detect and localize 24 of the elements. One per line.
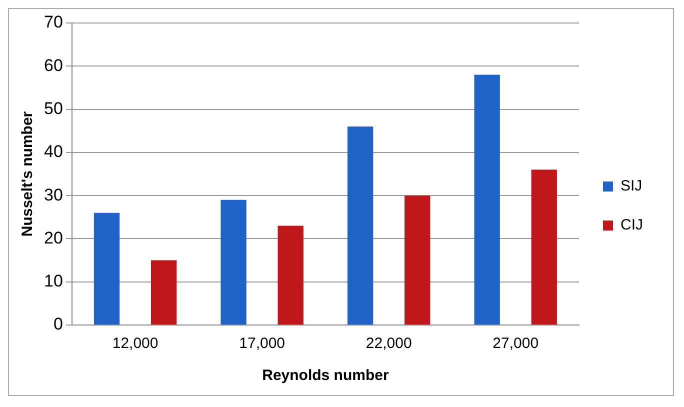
y-tick-label: 10 bbox=[44, 272, 63, 291]
bar bbox=[220, 200, 246, 324]
bar bbox=[531, 170, 557, 324]
x-tick-label: 17,000 bbox=[239, 335, 286, 352]
y-tick-label: 60 bbox=[44, 56, 63, 75]
bar bbox=[278, 226, 304, 324]
legend-label: SIJ bbox=[620, 178, 642, 195]
bar bbox=[94, 212, 120, 324]
y-tick-label: 50 bbox=[44, 98, 63, 118]
y-tick-label: 30 bbox=[44, 185, 63, 204]
legend-label: CIJ bbox=[620, 216, 643, 234]
y-tick-label: 40 bbox=[44, 142, 63, 162]
bar bbox=[474, 74, 500, 324]
y-tick-label: 20 bbox=[44, 228, 63, 248]
x-axis-title: Reynolds number bbox=[262, 367, 389, 384]
x-tick-label: 12,000 bbox=[112, 335, 158, 352]
bar bbox=[150, 260, 177, 324]
y-tick-label: 0 bbox=[53, 314, 63, 334]
x-tick-label: 27,000 bbox=[492, 335, 539, 352]
y-axis-title: Nusselt's number bbox=[19, 111, 36, 237]
bar bbox=[404, 196, 430, 324]
y-tick-label: 70 bbox=[44, 12, 63, 32]
x-tick-label: 22,000 bbox=[366, 335, 412, 352]
bar bbox=[347, 126, 374, 324]
